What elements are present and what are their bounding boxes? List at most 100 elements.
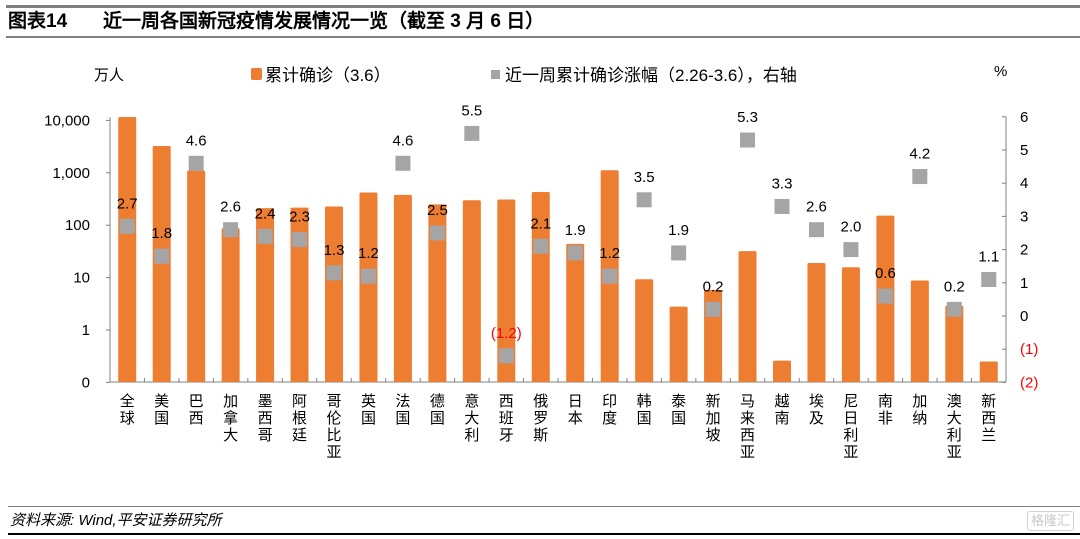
marker	[567, 245, 583, 261]
marker	[188, 155, 204, 171]
bar	[187, 170, 206, 382]
source-note: 资料来源: Wind,平安证券研究所	[10, 512, 222, 529]
data-label: 1.8	[151, 225, 172, 242]
bar	[841, 267, 860, 382]
footer-bottom-rule	[8, 533, 1080, 535]
bar	[359, 192, 378, 382]
left-axis-tick-label: 1	[82, 322, 90, 339]
x-axis-label: 新加坡	[706, 393, 721, 444]
marker	[808, 222, 824, 238]
marker	[912, 169, 928, 185]
data-label: 1.9	[565, 222, 586, 239]
bar	[256, 208, 275, 382]
marker	[395, 155, 411, 171]
header-bottom-rule	[6, 36, 1080, 38]
marker	[533, 238, 549, 254]
data-labels: 2.7 1.8 4.6 2.6 2.4 2.3 1.3 1.2 4.6 2.5 5.5 (1.2) 2.…	[117, 102, 999, 341]
data-label: 2.1	[530, 215, 551, 232]
data-label: 2.7	[117, 195, 138, 212]
bar	[325, 206, 343, 382]
bar	[910, 280, 929, 382]
bar	[945, 305, 964, 382]
legend-bar-label: 累计确诊（3.6）	[265, 66, 391, 85]
right-axis-tick-label: 3	[1020, 208, 1028, 225]
x-axis-label: 哥伦比亚	[326, 393, 341, 461]
x-axis-label: 南非	[878, 393, 893, 427]
data-label: (1.2)	[491, 325, 522, 342]
left-axis-tick-label: 100	[65, 217, 90, 234]
right-axis-tick-label: 2	[1020, 242, 1028, 259]
marker	[636, 192, 652, 208]
bar	[462, 200, 481, 382]
left-axis-tick-label: 10,000	[44, 112, 90, 129]
left-axis-unit: 万人	[94, 67, 124, 84]
bars	[118, 117, 998, 382]
watermark-logo: 格隆汇	[1026, 511, 1074, 531]
x-axis-label: 巴西	[189, 393, 204, 427]
right-axis-tick-label: 1	[1020, 275, 1028, 292]
x-axis-label: 西班牙	[499, 393, 514, 444]
x-axis-label: 韩国	[637, 393, 652, 427]
bar	[566, 243, 585, 382]
right-axis-tick-label: (2)	[1020, 374, 1038, 391]
data-label: 2.4	[255, 205, 276, 222]
bar	[118, 117, 137, 382]
data-label: 1.2	[358, 245, 379, 262]
bar	[979, 361, 998, 382]
x-axis-label: 加拿大	[223, 393, 238, 444]
figure-title-text: 近一周各国新冠疫情发展情况一览（截至 3 月 6 日）	[103, 11, 545, 32]
data-label: 1.2	[599, 245, 620, 262]
marker	[705, 301, 721, 317]
data-label: 5.5	[461, 102, 482, 119]
x-axis-label: 法国	[395, 393, 410, 427]
bar	[152, 145, 171, 382]
data-label: 2.0	[840, 219, 861, 236]
data-label: 1.3	[324, 242, 345, 259]
x-axis-label: 全球	[120, 392, 135, 427]
bar	[497, 199, 516, 382]
marker	[740, 132, 756, 148]
data-label: 4.6	[186, 132, 207, 149]
legend-marker-swatch	[491, 70, 500, 79]
marker	[429, 225, 445, 241]
data-label: 1.1	[978, 248, 999, 265]
bar	[428, 204, 447, 382]
marker	[774, 198, 790, 214]
data-label: 0.6	[875, 265, 896, 282]
markers	[119, 125, 997, 364]
marker	[946, 301, 962, 317]
x-axis-label: 俄罗斯	[533, 393, 548, 444]
x-axis-label: 加纳	[912, 393, 927, 427]
right-axis-tick-label: 0	[1020, 308, 1028, 325]
right-axis-tick-label: (1)	[1020, 341, 1038, 358]
data-label: 2.6	[220, 199, 241, 216]
marker	[981, 271, 997, 287]
bar	[290, 207, 309, 382]
bar	[221, 228, 240, 382]
bar	[669, 306, 688, 382]
bar	[773, 360, 791, 382]
x-axis-label: 越南	[774, 393, 789, 427]
figure-title: 图表14 近一周各国新冠疫情发展情况一览（截至 3 月 6 日）	[8, 10, 544, 34]
marker	[671, 245, 687, 261]
data-label: 1.9	[668, 222, 689, 239]
bar	[393, 194, 412, 382]
x-axis-label: 马来西亚	[740, 393, 755, 461]
legend-marker-label: 近一周累计确诊涨幅（2.26-3.6），右轴	[505, 66, 797, 85]
left-axis-tick-label: 0	[82, 374, 90, 391]
legend-bar-swatch	[251, 68, 262, 80]
chart: 累计确诊（3.6） 近一周累计确诊涨幅（2.26-3.6），右轴 万人 % 0 1…	[44, 63, 1038, 461]
marker	[464, 125, 480, 141]
marker	[843, 242, 859, 258]
x-axis-label: 埃及	[809, 393, 824, 427]
right-axis-unit: %	[994, 63, 1007, 80]
x-axis-label: 印度	[602, 393, 617, 427]
data-label: 5.3	[737, 109, 758, 126]
marker	[223, 222, 239, 238]
header-top-rule	[6, 5, 1080, 8]
x-axis-label: 澳大利亚	[947, 393, 962, 461]
x-axis-label: 墨西哥	[258, 393, 273, 444]
marker	[119, 218, 135, 234]
x-axis-label: 意大利	[464, 392, 479, 444]
